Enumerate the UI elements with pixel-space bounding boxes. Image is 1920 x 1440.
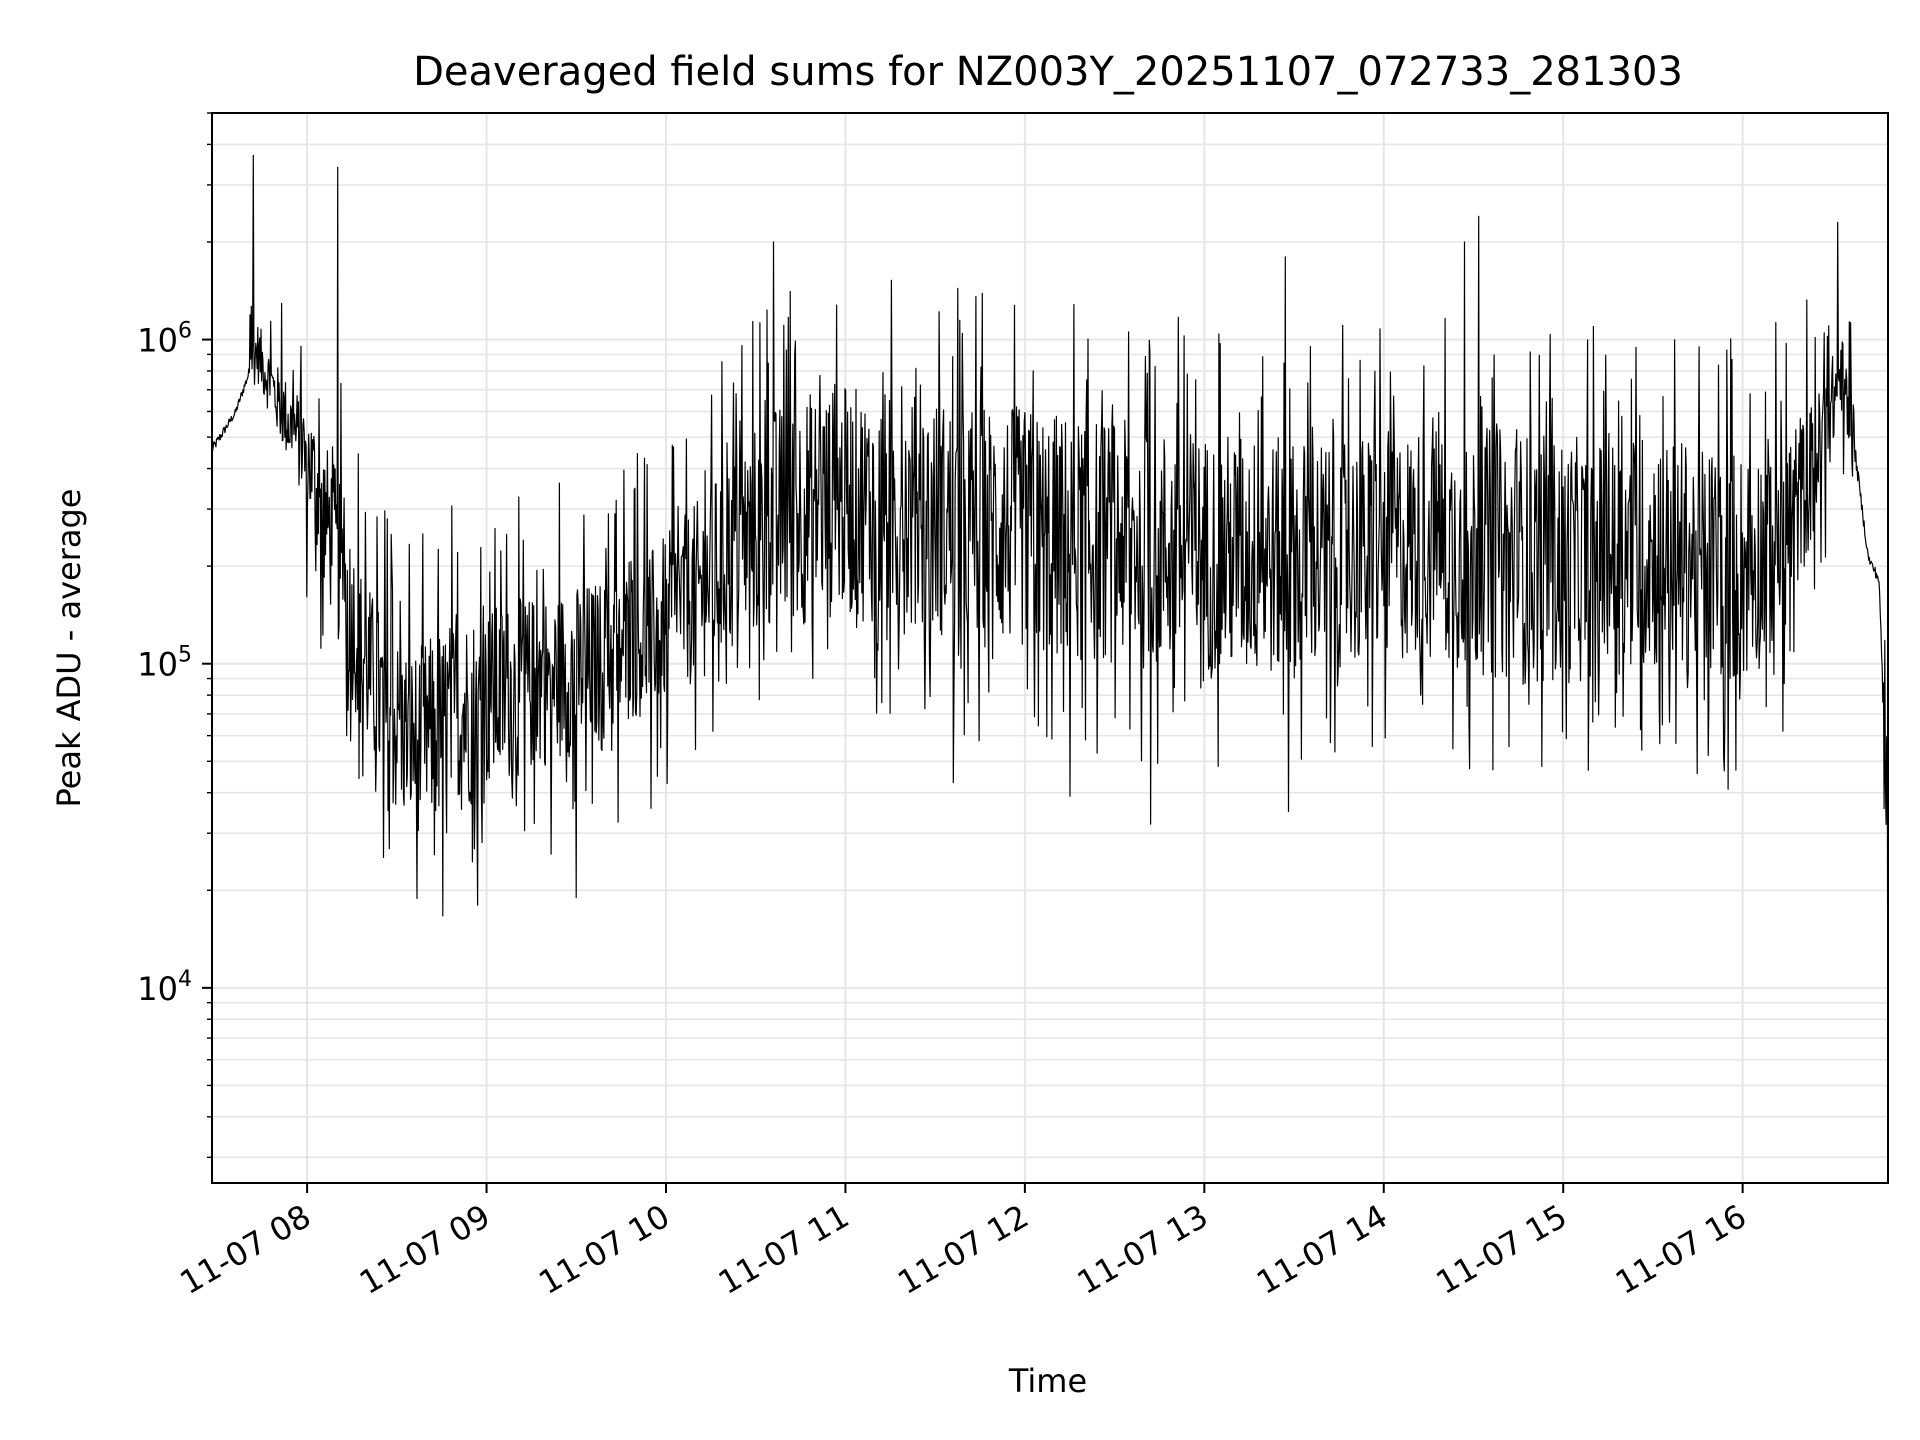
y-axis-label: Peak ADU - average bbox=[50, 489, 88, 808]
plot-frame bbox=[211, 112, 1889, 1184]
y-tick-label: 106 bbox=[137, 319, 192, 360]
y-tick-label: 104 bbox=[137, 967, 192, 1008]
data-series bbox=[211, 154, 1889, 1125]
plot-area-background bbox=[212, 113, 1888, 1183]
chart-title: Deaveraged field sums for NZ003Y_2025110… bbox=[413, 49, 1683, 95]
series-line bbox=[211, 154, 1889, 1125]
x-axis-label: Time bbox=[1008, 1362, 1087, 1400]
y-tick-label: 105 bbox=[137, 643, 192, 684]
